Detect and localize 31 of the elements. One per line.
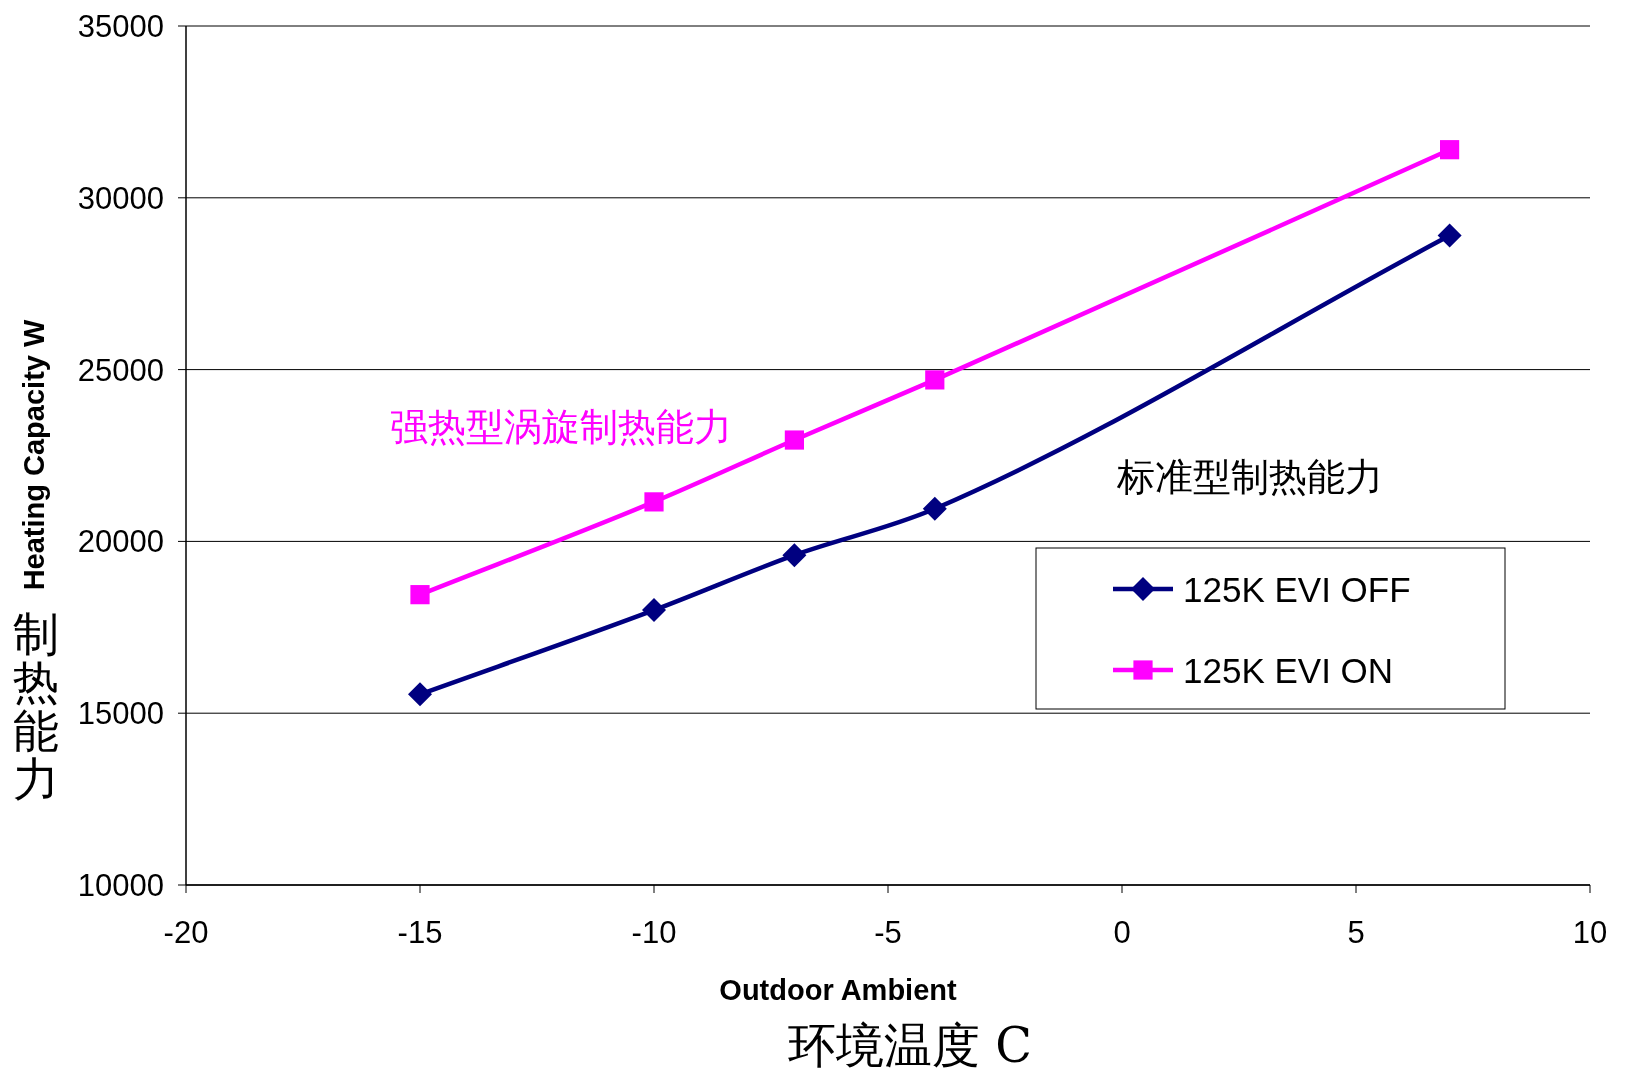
y-tick-label: 25000 <box>77 352 164 388</box>
y-tick-label: 15000 <box>77 696 164 732</box>
point <box>1437 223 1462 248</box>
text: 制热能力 <box>13 607 59 806</box>
point <box>1440 140 1460 160</box>
text: 环境温度 C <box>788 1017 1032 1071</box>
y-tick-label: 20000 <box>77 524 164 560</box>
y-tick-label: 30000 <box>77 180 164 216</box>
legend-label: 125K EVI ON <box>1183 651 1394 690</box>
point <box>925 370 945 390</box>
point <box>784 430 804 450</box>
legend-label: 125K EVI OFF <box>1183 570 1411 609</box>
x-tick-label: -15 <box>397 915 443 950</box>
point <box>782 543 807 568</box>
point <box>922 496 947 521</box>
point <box>410 585 430 605</box>
y-axis-title: Heating Capacity W <box>18 319 50 591</box>
annotation: 标准型制热能力 <box>1116 455 1383 499</box>
x-tick-label: 0 <box>1113 915 1131 950</box>
x-tick-label: -5 <box>874 915 902 950</box>
x-tick-label: -10 <box>631 915 677 950</box>
point <box>642 598 666 623</box>
x-tick-label: 5 <box>1347 915 1365 950</box>
x-tick-label: -20 <box>163 915 209 950</box>
y-tick-label: 10000 <box>77 868 164 903</box>
annotation: 强热型涡旋制热能力 <box>390 405 732 449</box>
point <box>408 682 432 707</box>
x-tick-label: 10 <box>1572 915 1608 950</box>
point <box>644 492 664 512</box>
x-axis-title: Outdoor Ambient <box>719 974 958 1006</box>
y-tick-label: 35000 <box>77 9 164 44</box>
